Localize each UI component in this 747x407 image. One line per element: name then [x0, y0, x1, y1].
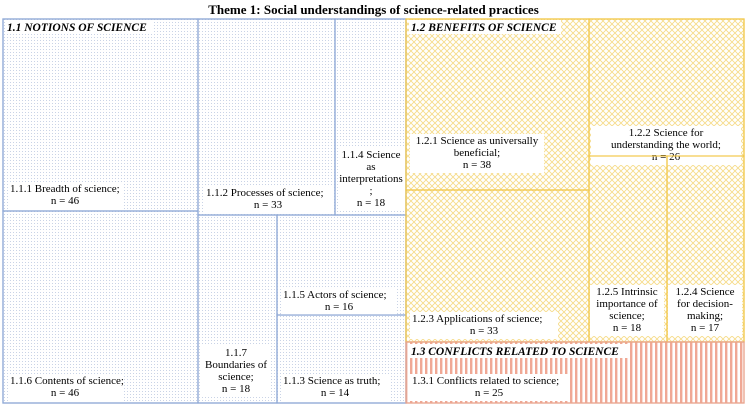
tile-label-text: 1.1.2 Processes of science; — [206, 187, 324, 199]
tile-label-text: science; — [609, 310, 644, 322]
tile-label-text: 1.1.7 — [225, 347, 248, 359]
tile-label-text: 1.1.5 Actors of science; — [283, 289, 387, 301]
tile-label-text: beneficial; — [454, 147, 500, 159]
tile-count-label: n = 18 — [357, 197, 386, 209]
group-header-bg — [409, 20, 561, 34]
tile-label-bg — [8, 182, 122, 209]
tile-label-text: 1.2.2 Science for — [629, 127, 704, 139]
tile-count-label: n = 46 — [51, 387, 80, 399]
tile-count-label: n = 25 — [475, 387, 504, 399]
tile-label-bg — [201, 346, 271, 397]
tile-label-text: for decision- — [677, 298, 733, 310]
notions-group-header: 1.1 NOTIONS OF SCIENCE — [7, 22, 147, 34]
tile-label-bg — [410, 134, 544, 173]
tile-label-text: ; — [369, 185, 372, 197]
tile-label-bg — [591, 126, 741, 165]
tile-count-label: n = 26 — [652, 151, 681, 163]
tile-label-bg — [590, 285, 664, 336]
tile-label-text: 1.1.4 Science — [342, 149, 401, 161]
group-header-bg — [409, 344, 629, 358]
tile-count-label: n = 18 — [222, 383, 251, 395]
tile-label-text: 1.1.3 Science as truth; — [283, 375, 380, 387]
tile-count-label: n = 38 — [463, 159, 492, 171]
tile-label-bg — [281, 288, 397, 315]
tile-label-bg — [8, 374, 122, 401]
chart-title: Theme 1: Social understandings of scienc… — [208, 2, 539, 17]
tile-label-text: 1.2.5 Intrinsic — [596, 286, 658, 298]
tile-label-text: 1.1.1 Breadth of science; — [10, 183, 120, 195]
tile-count-label: n = 16 — [325, 301, 354, 313]
tile-label-text: 1.2.3 Applications of science; — [412, 313, 542, 325]
tile-label-bg — [338, 148, 404, 211]
tile-label-bg — [668, 285, 742, 336]
tile-label-text: 1.1.6 Contents of science; — [10, 375, 124, 387]
tile-label-bg — [410, 312, 558, 339]
tile-1.3.1 — [405, 341, 745, 404]
tile-label-text: 1.2.1 Science as universally — [416, 135, 539, 147]
group-header-bg — [5, 20, 153, 34]
tile-label-text: science; — [218, 371, 253, 383]
tile-count-label: n = 33 — [254, 199, 283, 211]
tile-label-text: 1.3.1 Conflicts related to science; — [412, 375, 559, 387]
tile-label-bg — [410, 374, 568, 401]
tile-count-label: n = 33 — [470, 325, 499, 337]
tile-label-text: 1.2.4 Science — [676, 286, 735, 298]
tile-count-label: n = 14 — [321, 387, 350, 399]
benefits-group-header: 1.2 BENEFITS OF SCIENCE — [411, 22, 557, 34]
tile-label-bg — [281, 374, 389, 401]
tile-label-bg — [204, 186, 332, 213]
tile-label-text: importance of — [596, 298, 658, 310]
tile-count-label: n = 46 — [51, 195, 80, 207]
tile-label-text: interpretations — [339, 173, 403, 185]
tile-label-text: making; — [687, 310, 723, 322]
tile-count-label: n = 18 — [613, 322, 642, 334]
tile-label-text: understanding the world; — [611, 139, 721, 151]
conflicts-group-header: 1.3 CONFLICTS RELATED TO SCIENCE — [411, 346, 619, 358]
tile-label-text: Boundaries of — [205, 359, 267, 371]
tile-label-text: as — [366, 161, 375, 173]
tile-count-label: n = 17 — [691, 322, 720, 334]
